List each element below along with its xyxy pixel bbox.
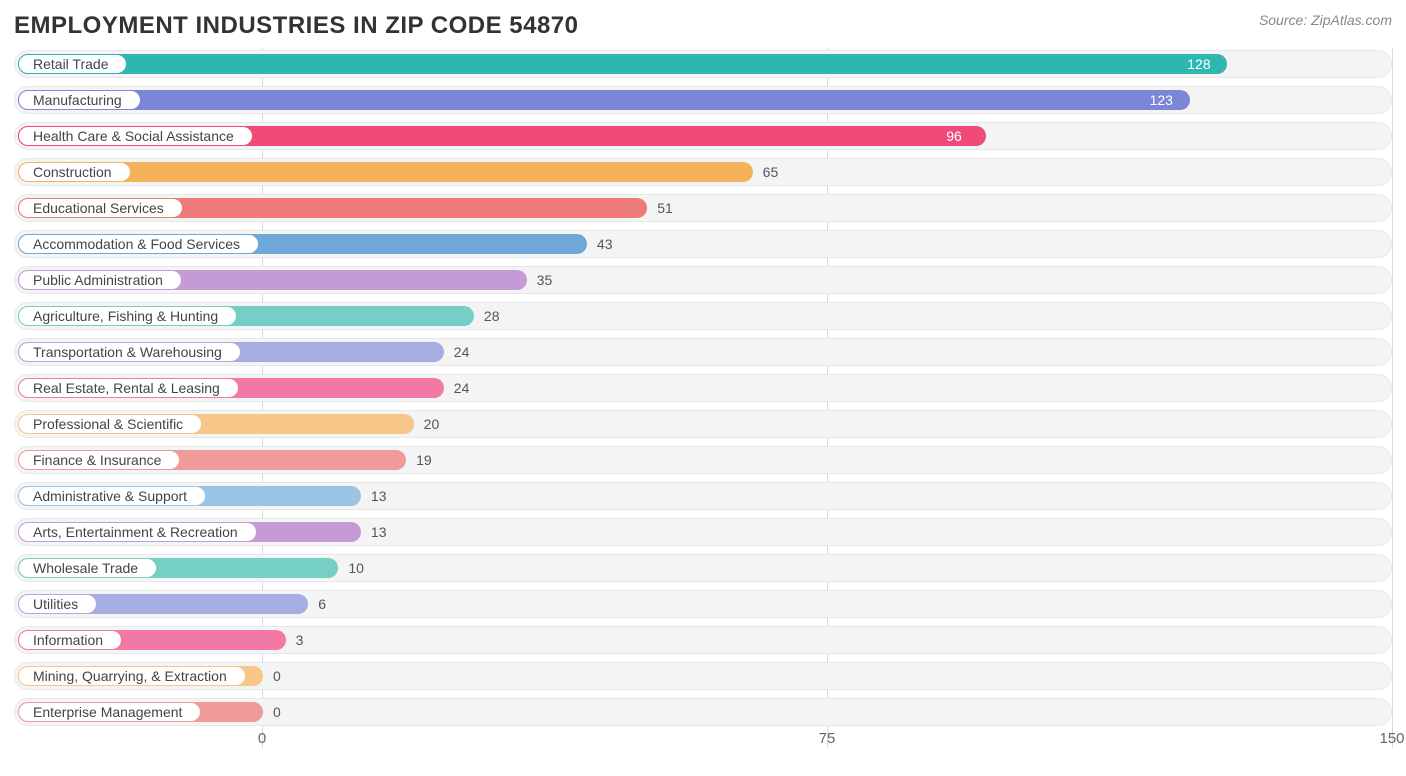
bar-label-pill: Health Care & Social Assistance (18, 126, 253, 146)
bar-label: Health Care & Social Assistance (33, 128, 234, 144)
bar-value: 13 (371, 483, 387, 509)
bar-label: Transportation & Warehousing (33, 344, 222, 360)
bar-label-pill: Arts, Entertainment & Recreation (18, 522, 257, 542)
bar-value: 65 (763, 159, 779, 185)
bar-value: 28 (484, 303, 500, 329)
bar-label: Educational Services (33, 200, 164, 216)
bar-label-pill: Agriculture, Fishing & Hunting (18, 306, 237, 326)
bar-rows: Retail Trade 128 Manufacturing 123 Health Ca… (14, 50, 1392, 726)
bar-label: Arts, Entertainment & Recreation (33, 524, 238, 540)
bar-value: 24 (454, 339, 470, 365)
bar-label-pill: Transportation & Warehousing (18, 342, 241, 362)
source-name: ZipAtlas.com (1311, 12, 1392, 28)
bar-label: Manufacturing (33, 92, 122, 108)
bar-row: Wholesale Trade 10 (14, 554, 1392, 582)
bar-label: Public Administration (33, 272, 163, 288)
bar-label-pill: Utilities (18, 594, 97, 614)
bar-label: Professional & Scientific (33, 416, 183, 432)
bar-label-pill: Real Estate, Rental & Leasing (18, 378, 239, 398)
chart-area: Retail Trade 128 Manufacturing 123 Health Ca… (14, 50, 1392, 726)
bar-label: Utilities (33, 596, 78, 612)
bar-label-pill: Public Administration (18, 270, 182, 290)
bar-row: Administrative & Support 13 (14, 482, 1392, 510)
bar-value: 123 (1150, 87, 1173, 113)
bar-row: Enterprise Management 0 (14, 698, 1392, 726)
bar-value: 0 (273, 699, 281, 725)
bar-row: Agriculture, Fishing & Hunting 28 (14, 302, 1392, 330)
bar-label-pill: Construction (18, 162, 131, 182)
bar-row: Manufacturing 123 (14, 86, 1392, 114)
bar-label: Finance & Insurance (33, 452, 161, 468)
bar-row: Mining, Quarrying, & Extraction 0 (14, 662, 1392, 690)
bar-label-pill: Information (18, 630, 122, 650)
bar-label-pill: Wholesale Trade (18, 558, 157, 578)
bar-label: Information (33, 632, 103, 648)
bar-row: Real Estate, Rental & Leasing 24 (14, 374, 1392, 402)
bar-label: Wholesale Trade (33, 560, 138, 576)
bar-value: 128 (1187, 51, 1210, 77)
bar-row: Construction 65 (14, 158, 1392, 186)
chart-title: EMPLOYMENT INDUSTRIES IN ZIP CODE 54870 (14, 12, 579, 40)
bar-value: 51 (657, 195, 673, 221)
bar-label: Agriculture, Fishing & Hunting (33, 308, 218, 324)
bar-value: 43 (597, 231, 613, 257)
bar-label: Real Estate, Rental & Leasing (33, 380, 220, 396)
bar-value: 0 (273, 663, 281, 689)
bar-label: Mining, Quarrying, & Extraction (33, 668, 227, 684)
bar-value: 19 (416, 447, 432, 473)
x-axis-tick-label: 75 (819, 730, 836, 747)
bar-row: Retail Trade 128 (14, 50, 1392, 78)
bar-label: Retail Trade (33, 56, 108, 72)
bar-value: 96 (946, 123, 962, 149)
bar-label-pill: Educational Services (18, 198, 183, 218)
bar-row: Educational Services 51 (14, 194, 1392, 222)
bar-row: Accommodation & Food Services 43 (14, 230, 1392, 258)
x-axis-tick-label: 150 (1379, 730, 1404, 747)
bar-fill (18, 90, 1190, 110)
x-axis-tick-label: 0 (258, 730, 266, 747)
bar-label-pill: Administrative & Support (18, 486, 206, 506)
gridline (1392, 48, 1393, 748)
bar-label: Construction (33, 164, 112, 180)
bar-label-pill: Professional & Scientific (18, 414, 202, 434)
bar-label: Enterprise Management (33, 704, 182, 720)
bar-row: Health Care & Social Assistance 96 (14, 122, 1392, 150)
bar-row: Information 3 (14, 626, 1392, 654)
bar-row: Transportation & Warehousing 24 (14, 338, 1392, 366)
bar-label-pill: Retail Trade (18, 54, 127, 74)
bar-row: Arts, Entertainment & Recreation 13 (14, 518, 1392, 546)
bar-value: 24 (454, 375, 470, 401)
chart-container: EMPLOYMENT INDUSTRIES IN ZIP CODE 54870 … (0, 0, 1406, 776)
source-prefix: Source: (1259, 12, 1311, 28)
bar-value: 6 (318, 591, 326, 617)
source-attribution: Source: ZipAtlas.com (1259, 12, 1392, 28)
bar-label-pill: Manufacturing (18, 90, 141, 110)
bar-value: 3 (296, 627, 304, 653)
bar-value: 10 (348, 555, 364, 581)
x-axis-labels: 075150 (14, 726, 1392, 750)
bar-value: 20 (424, 411, 440, 437)
bar-row: Public Administration 35 (14, 266, 1392, 294)
bar-label-pill: Enterprise Management (18, 702, 201, 722)
header: EMPLOYMENT INDUSTRIES IN ZIP CODE 54870 … (14, 12, 1392, 40)
bar-row: Professional & Scientific 20 (14, 410, 1392, 438)
bar-value: 35 (537, 267, 553, 293)
bar-value: 13 (371, 519, 387, 545)
bar-row: Utilities 6 (14, 590, 1392, 618)
bar-label: Accommodation & Food Services (33, 236, 240, 252)
bar-label-pill: Finance & Insurance (18, 450, 180, 470)
bar-fill (18, 54, 1227, 74)
bar-label-pill: Mining, Quarrying, & Extraction (18, 666, 246, 686)
bar-row: Finance & Insurance 19 (14, 446, 1392, 474)
bar-label: Administrative & Support (33, 488, 187, 504)
bar-label-pill: Accommodation & Food Services (18, 234, 259, 254)
